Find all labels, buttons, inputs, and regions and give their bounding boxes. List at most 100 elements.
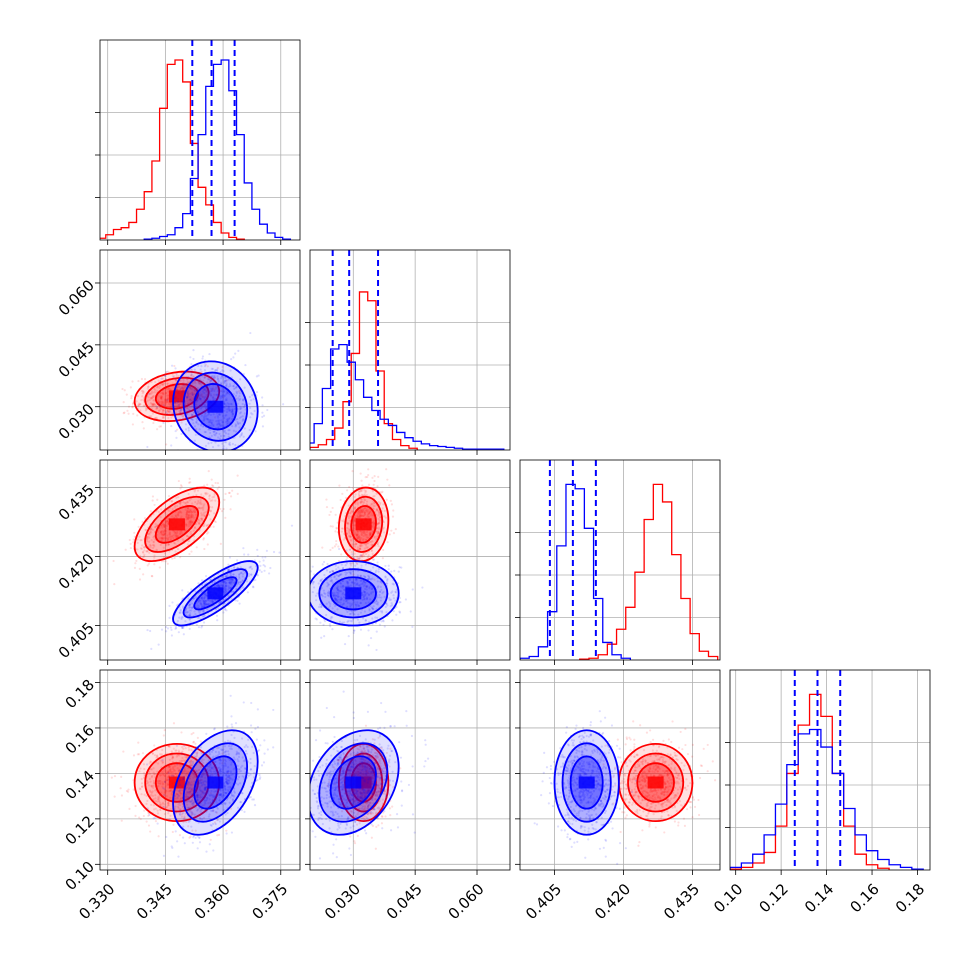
scatter-point — [199, 603, 202, 606]
scatter-point — [208, 379, 212, 382]
scatter-point — [382, 548, 385, 552]
scatter-point — [376, 596, 379, 599]
scatter-point — [190, 405, 194, 408]
scatter-point — [188, 516, 191, 520]
scatter-point — [370, 540, 373, 543]
scatter-point — [173, 541, 176, 545]
scatter-point — [170, 405, 173, 408]
scatter-point — [239, 412, 242, 415]
scatter-point — [217, 485, 221, 489]
scatter-point — [169, 388, 172, 391]
scatter-point — [222, 581, 225, 584]
scatter-point — [235, 390, 238, 393]
scatter-point — [167, 543, 170, 546]
scatter-point — [188, 499, 191, 502]
scatter-point — [171, 601, 174, 604]
scatter-point — [325, 505, 329, 509]
scatter-point — [356, 562, 359, 566]
scatter-point — [186, 509, 189, 513]
scatter-point — [259, 744, 262, 747]
scatter-point — [242, 547, 245, 550]
scatter-point — [204, 593, 207, 596]
scatter-point — [197, 501, 200, 504]
scatter-point — [369, 531, 372, 534]
scatter-point — [190, 602, 194, 605]
scatter-point — [180, 752, 183, 755]
scatter-point — [156, 386, 159, 389]
scatter-point — [200, 517, 203, 520]
scatter-point — [151, 404, 154, 407]
scatter-point — [370, 549, 373, 553]
scatter-point — [380, 620, 383, 623]
scatter-point — [208, 424, 211, 427]
scatter-point — [213, 376, 217, 379]
scatter-point — [148, 540, 151, 543]
scatter-point — [365, 503, 368, 506]
scatter-point — [160, 396, 163, 399]
scatter-point — [251, 394, 254, 397]
scatter-point — [203, 599, 206, 602]
scatter-point — [351, 602, 354, 605]
scatter-point — [165, 835, 168, 839]
scatter-point — [203, 396, 206, 399]
scatter-point — [346, 580, 349, 584]
scatter-point — [142, 404, 145, 407]
scatter-point — [203, 375, 207, 378]
scatter-point — [164, 532, 167, 536]
scatter-point — [241, 575, 244, 578]
scatter-point — [197, 423, 200, 426]
scatter-point — [208, 381, 211, 384]
scatter-point — [162, 393, 165, 396]
scatter-point — [369, 532, 372, 535]
scatter-point — [312, 580, 315, 583]
scatter-point — [197, 379, 201, 382]
scatter-point — [164, 392, 167, 395]
scatter-point — [177, 855, 180, 858]
scatter-point — [184, 386, 187, 389]
scatter-point — [132, 403, 135, 406]
scatter-point — [159, 391, 162, 395]
scatter-point — [178, 616, 181, 619]
scatter-point — [141, 390, 145, 393]
scatter-point — [199, 599, 202, 603]
scatter-point — [237, 581, 240, 584]
scatter-point — [310, 570, 313, 573]
scatter-point — [195, 606, 198, 609]
scatter-point — [203, 376, 206, 379]
scatter-point — [342, 599, 345, 602]
scatter-point — [404, 598, 407, 601]
scatter-point — [356, 530, 359, 533]
scatter-point — [206, 417, 209, 420]
scatter-point — [217, 584, 220, 587]
scatter-point — [349, 606, 352, 609]
scatter-point — [231, 725, 234, 728]
scatter-point — [208, 578, 212, 582]
scatter-point — [226, 390, 229, 394]
scatter-point — [336, 585, 340, 588]
scatter-point — [189, 514, 192, 518]
scatter-point — [364, 619, 367, 622]
scatter-point — [174, 542, 177, 545]
scatter-point — [239, 411, 243, 414]
scatter-point — [162, 534, 166, 537]
scatter-point — [377, 585, 380, 588]
scatter-point — [200, 514, 203, 517]
scatter-point — [190, 371, 193, 374]
scatter-point — [198, 599, 201, 602]
scatter-point — [198, 395, 201, 398]
scatter-point — [200, 596, 203, 599]
scatter-point — [225, 382, 228, 385]
scatter-point — [371, 608, 375, 611]
panel-frame — [99, 249, 301, 451]
scatter-point — [358, 547, 362, 551]
scatter-point — [210, 421, 213, 424]
scatter-point — [221, 442, 224, 445]
scatter-point — [311, 590, 314, 594]
scatter-point — [223, 380, 226, 383]
scatter-point — [167, 494, 171, 498]
scatter-point — [168, 410, 171, 413]
scatter-point — [197, 372, 200, 376]
scatter-point — [137, 402, 141, 405]
scatter-point — [236, 420, 239, 424]
scatter-point — [208, 421, 211, 424]
